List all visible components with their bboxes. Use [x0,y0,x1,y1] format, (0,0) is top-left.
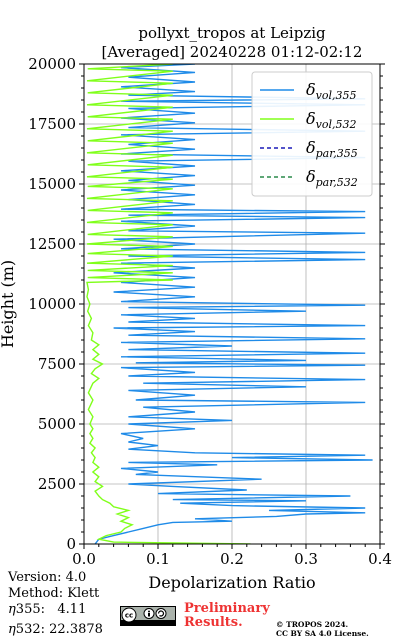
cc-by-sa-badge: cc [120,606,176,626]
eta355-value: 4.11 [57,602,87,617]
legend-label: δpar,532 [306,167,358,189]
y-tick-label: 2500 [38,475,76,493]
version-text: Version: 4.0 [8,570,87,585]
x-tick-label: 0.0 [72,550,96,568]
series-line-vol-355 [94,64,373,544]
copyright-line2: CC BY SA 4.0 License. [276,629,369,638]
x-tick-label: 0.1 [146,550,170,568]
copyright-note: © TROPOS 2024. CC BY SA 4.0 License. [276,620,369,638]
x-tick-label: 0.3 [294,550,318,568]
chart-title-line1: pollyxt_tropos at Leipzig [138,24,326,42]
eta532-row: η532: 22.3878 [8,622,103,637]
svg-text:cc: cc [125,612,133,620]
x-tick-label: 0.4 [368,550,392,568]
x-axis-label: Depolarization Ratio [148,573,315,592]
legend-label: δvol,532 [306,109,357,131]
y-tick-label: 10000 [28,295,76,313]
eta532-label: 532: [15,622,45,637]
eta355-label: 355: [15,602,45,617]
y-tick-label: 5000 [38,415,76,433]
eta532-value: 22.3878 [49,622,103,637]
y-tick-label: 15000 [28,175,76,193]
legend-label: δpar,355 [306,138,358,160]
series-line-vol-532 [86,64,251,544]
legend: δvol,355 δvol,532 δpar,355 δpar,532 [251,71,373,197]
x-tick-label: 0.2 [220,550,244,568]
y-tick-label: 7500 [38,355,76,373]
method-text: Method: Klett [8,586,100,601]
preliminary-line1: Preliminary [184,601,270,616]
series-group [86,64,373,544]
footer-info: Version: 4.0 Method: Klett η355: 4.11 η5… [8,570,103,638]
eta355-row: η355: 4.11 [8,602,87,617]
legend-box [251,71,373,197]
y-tick-label: 0 [66,535,76,553]
y-tick-label: 12500 [28,235,76,253]
y-tick-label: 20000 [28,55,76,73]
y-tick-label: 17500 [28,115,76,133]
depolarization-chart: pollyxt_tropos at Leipzig [Averaged] 202… [0,24,392,592]
axis-ticks: 0.0 0.1 0.2 0.3 0.4 0 2500 5000 7500 10000 12500 15… [28,55,392,568]
y-axis-label: Height (m) [0,260,17,348]
chart-title-line2: [Averaged] 20240228 01:12-02:12 [102,43,363,61]
preliminary-line2: Results. [184,615,243,630]
copyright-line1: © TROPOS 2024. [276,620,349,629]
legend-label: δvol,355 [306,80,357,102]
preliminary-results-note: Preliminary Results. [184,602,270,630]
